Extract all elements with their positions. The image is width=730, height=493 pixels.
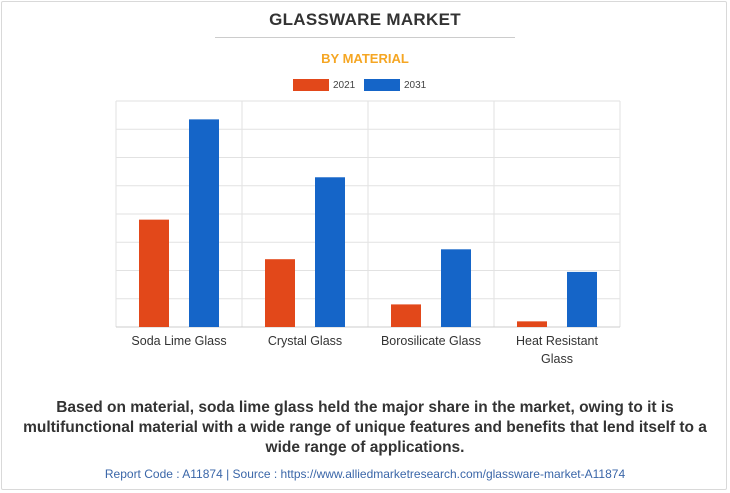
legend: 2021 2031 <box>0 79 730 95</box>
x-tick-label: Crystal Glass <box>268 334 342 348</box>
bar-2021-0 <box>139 219 169 327</box>
bar-2021-2 <box>391 304 421 327</box>
legend-item-2031[interactable]: 2031 <box>364 79 426 91</box>
legend-item-2021[interactable]: 2021 <box>293 79 355 91</box>
title-divider <box>215 37 515 38</box>
bar-2021-1 <box>265 259 295 327</box>
chart-caption: Based on material, soda lime glass held … <box>23 399 707 456</box>
chart-title: GLASSWARE MARKET <box>269 10 461 29</box>
bar-2031-0 <box>189 119 219 327</box>
bar-2031-1 <box>315 177 345 327</box>
bar-2031-2 <box>441 249 471 327</box>
x-tick-label: Borosilicate Glass <box>381 334 481 348</box>
legend-label-2031: 2031 <box>404 79 427 91</box>
bar-chart: Soda Lime Glass Crystal Glass Borosilicate… <box>115 100 621 366</box>
bar-2031-3 <box>567 271 597 327</box>
legend-swatch-2021 <box>293 79 329 91</box>
x-tick-label: Soda Lime Glass <box>131 334 226 348</box>
bar-2021-3 <box>517 321 547 327</box>
source-footer[interactable]: Report Code : A11874 | Source : https://… <box>104 467 626 481</box>
chart-subtitle: BY MATERIAL <box>321 51 409 66</box>
legend-label-2021: 2021 <box>333 79 356 91</box>
legend-swatch-2031 <box>364 79 400 91</box>
x-tick-label: Heat Resistant Glass <box>516 334 599 366</box>
